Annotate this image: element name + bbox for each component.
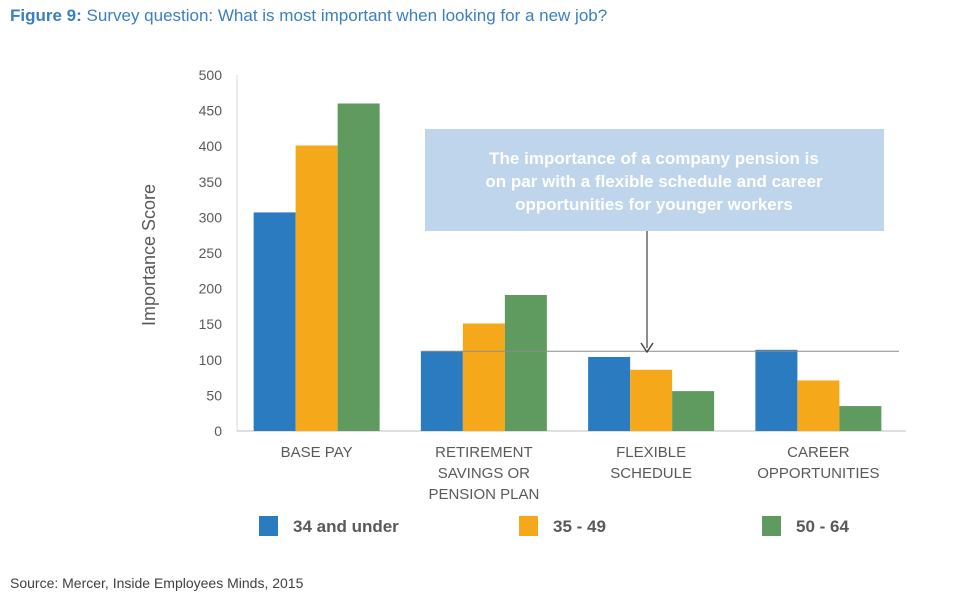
bar <box>797 380 840 431</box>
bar <box>755 349 798 431</box>
y-tick-label: 50 <box>206 387 222 403</box>
y-tick-label: 250 <box>199 245 223 261</box>
figure-question: Survey question: What is most important … <box>86 6 608 25</box>
y-tick-label: 100 <box>199 352 223 368</box>
y-tick-label: 150 <box>199 316 223 332</box>
y-tick-label: 200 <box>199 281 223 297</box>
figure-number: Figure 9: <box>10 6 82 25</box>
legend-swatch <box>259 516 278 536</box>
callout-text: The importance of a company pension is on… <box>485 149 823 214</box>
x-category-label: SCHEDULE <box>610 465 692 482</box>
y-tick-label: 300 <box>199 209 223 225</box>
legend: 34 and under 35 - 49 50 - 64 <box>259 516 849 536</box>
bar <box>672 391 715 431</box>
bar <box>588 356 631 431</box>
y-tick-label: 350 <box>199 174 223 190</box>
bar <box>504 295 547 431</box>
x-category-label: RETIREMENT <box>435 444 533 461</box>
bar <box>253 212 296 431</box>
callout-box: The importance of a company pension is on… <box>425 129 884 354</box>
legend-label: 50 - 64 <box>796 517 849 536</box>
x-category-label: BASE PAY <box>281 444 353 461</box>
bar <box>337 103 380 431</box>
y-axis-label: Importance Score <box>139 184 159 326</box>
y-tick-label: 0 <box>214 423 222 439</box>
x-category-label: CAREER <box>787 444 850 461</box>
bars <box>253 103 882 431</box>
y-tick-label: 400 <box>199 138 223 154</box>
callout-line: opportunities for younger workers <box>515 195 793 214</box>
legend-label: 34 and under <box>293 517 399 536</box>
callout-line: The importance of a company pension is <box>489 149 819 168</box>
legend-swatch <box>519 516 538 536</box>
x-category-label: FLEXIBLE <box>616 444 686 461</box>
category-labels: BASE PAY RETIREMENT SAVINGS OR PENSION PLAN… <box>281 444 880 503</box>
callout-line: on par with a flexible schedule and care… <box>485 172 823 191</box>
bar <box>295 145 338 431</box>
bar <box>420 351 463 431</box>
bar <box>462 323 505 431</box>
y-tick-label: 500 <box>199 67 223 83</box>
x-category-label: SAVINGS OR <box>438 465 530 482</box>
source-note: Source: Mercer, Inside Employees Minds, … <box>10 575 304 591</box>
legend-swatch <box>762 516 781 536</box>
y-axis-ticks: 0 50 100 150 200 250 300 350 400 450 500 <box>199 67 223 439</box>
x-category-label: PENSION PLAN <box>428 486 539 503</box>
x-category-label: OPPORTUNITIES <box>757 465 879 482</box>
bar <box>839 406 882 431</box>
y-tick-label: 450 <box>199 103 223 119</box>
legend-label: 35 - 49 <box>553 517 606 536</box>
bar <box>630 369 673 431</box>
callout-arrow-head <box>640 342 654 354</box>
figure-title: Figure 9: Survey question: What is most … <box>10 6 607 26</box>
callout-background <box>425 129 884 231</box>
